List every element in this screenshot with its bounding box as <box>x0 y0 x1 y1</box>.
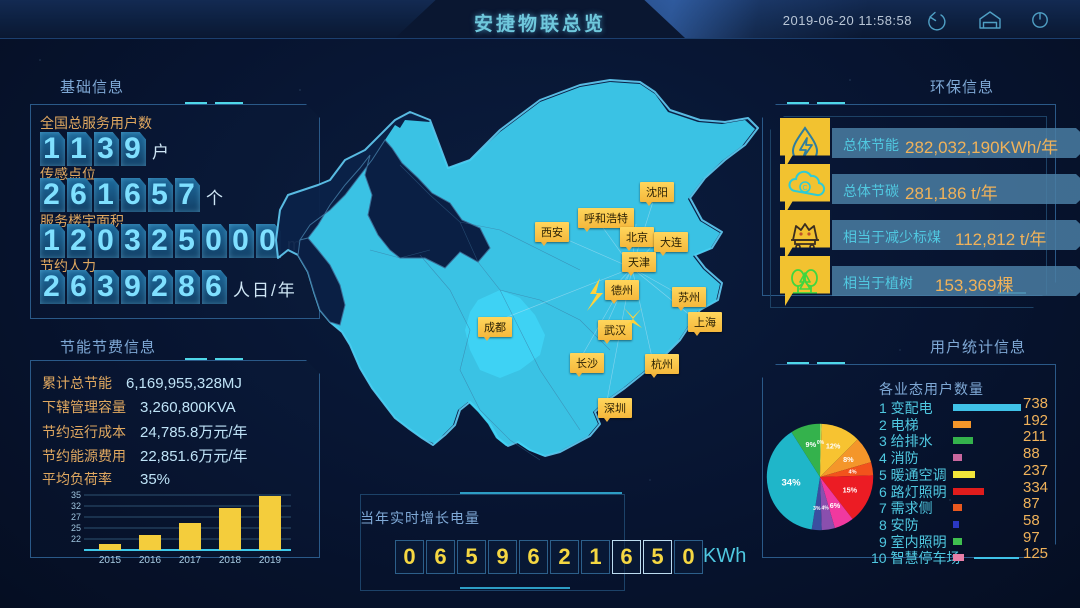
svg-text:4%: 4% <box>849 470 857 476</box>
svg-text:34%: 34% <box>782 477 802 488</box>
svg-text:0%: 0% <box>817 440 825 446</box>
svg-text:2015: 2015 <box>99 555 122 566</box>
svg-text:15%: 15% <box>843 486 858 495</box>
svg-text:2018: 2018 <box>219 555 242 566</box>
svg-text:4%: 4% <box>822 506 830 512</box>
svg-text:2017: 2017 <box>179 555 202 566</box>
svg-text:2016: 2016 <box>139 555 162 566</box>
svg-text:9%: 9% <box>806 440 817 449</box>
svg-text:22: 22 <box>71 534 81 544</box>
svg-text:27: 27 <box>71 512 81 522</box>
svg-text:35: 35 <box>71 490 81 500</box>
svg-text:12%: 12% <box>826 441 841 450</box>
svg-text:3%: 3% <box>813 506 821 512</box>
svg-text:C: C <box>802 185 807 192</box>
svg-text:32: 32 <box>71 501 81 511</box>
svg-text:2019: 2019 <box>259 555 282 566</box>
svg-text:6%: 6% <box>830 501 841 510</box>
svg-text:8%: 8% <box>843 455 854 464</box>
svg-text:25: 25 <box>71 523 81 533</box>
